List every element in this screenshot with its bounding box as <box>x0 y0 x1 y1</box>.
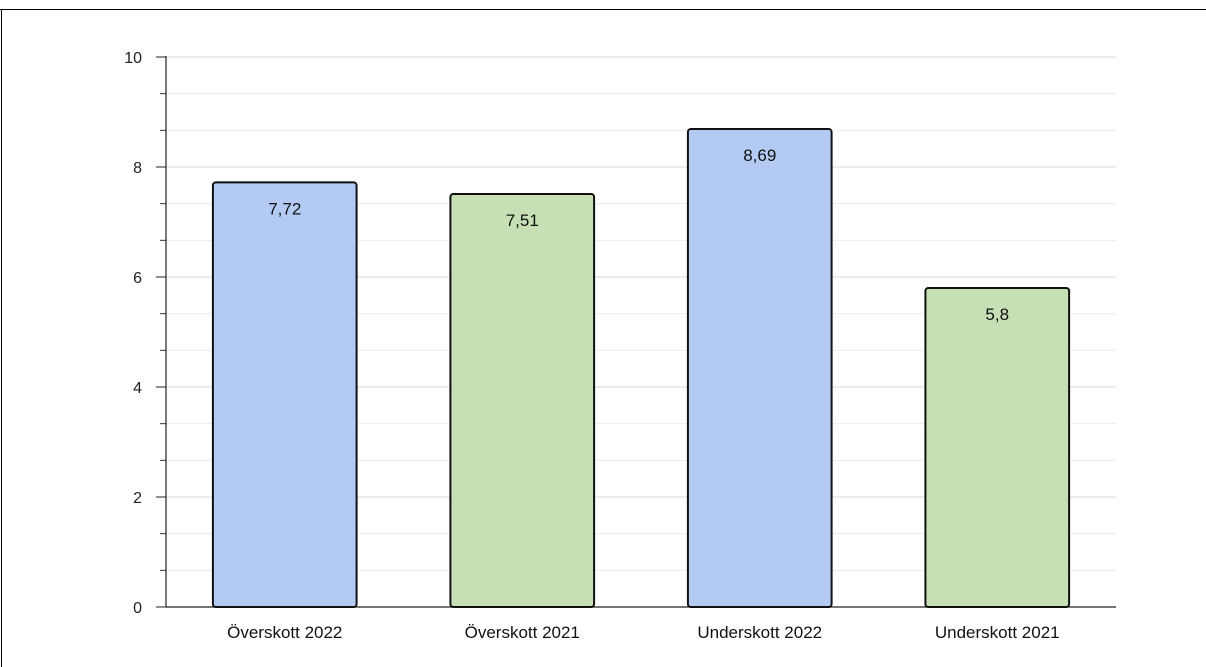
x-category-label: Underskott 2021 <box>935 623 1060 642</box>
bar-value-label: 7,51 <box>506 211 539 230</box>
chart-frame-top-border <box>0 9 1206 10</box>
y-tick-label: 4 <box>133 380 142 397</box>
bar <box>449 192 596 608</box>
bar <box>211 181 358 608</box>
bar-value-label: 8,69 <box>743 146 776 165</box>
bar <box>924 287 1071 608</box>
x-category-label: Underskott 2022 <box>697 623 822 642</box>
y-tick-label: 0 <box>133 600 142 617</box>
x-category-label: Överskott 2021 <box>465 623 580 642</box>
x-category-label: Överskott 2022 <box>227 623 342 642</box>
bar-value-label: 5,8 <box>985 305 1009 324</box>
y-tick-label: 10 <box>124 50 142 67</box>
bar-value-label: 7,72 <box>268 199 301 218</box>
y-tick-label: 2 <box>133 490 142 507</box>
label-layer: 0 2 4 6 8 10 7,72 Överskott 2022 7,51 Överskott 2… <box>124 50 1059 642</box>
y-tick-label: 6 <box>133 270 142 287</box>
y-tick-label: 8 <box>133 160 142 177</box>
chart-frame-left-border <box>1 9 2 667</box>
bar-layer <box>211 128 1071 609</box>
bar <box>686 128 833 609</box>
